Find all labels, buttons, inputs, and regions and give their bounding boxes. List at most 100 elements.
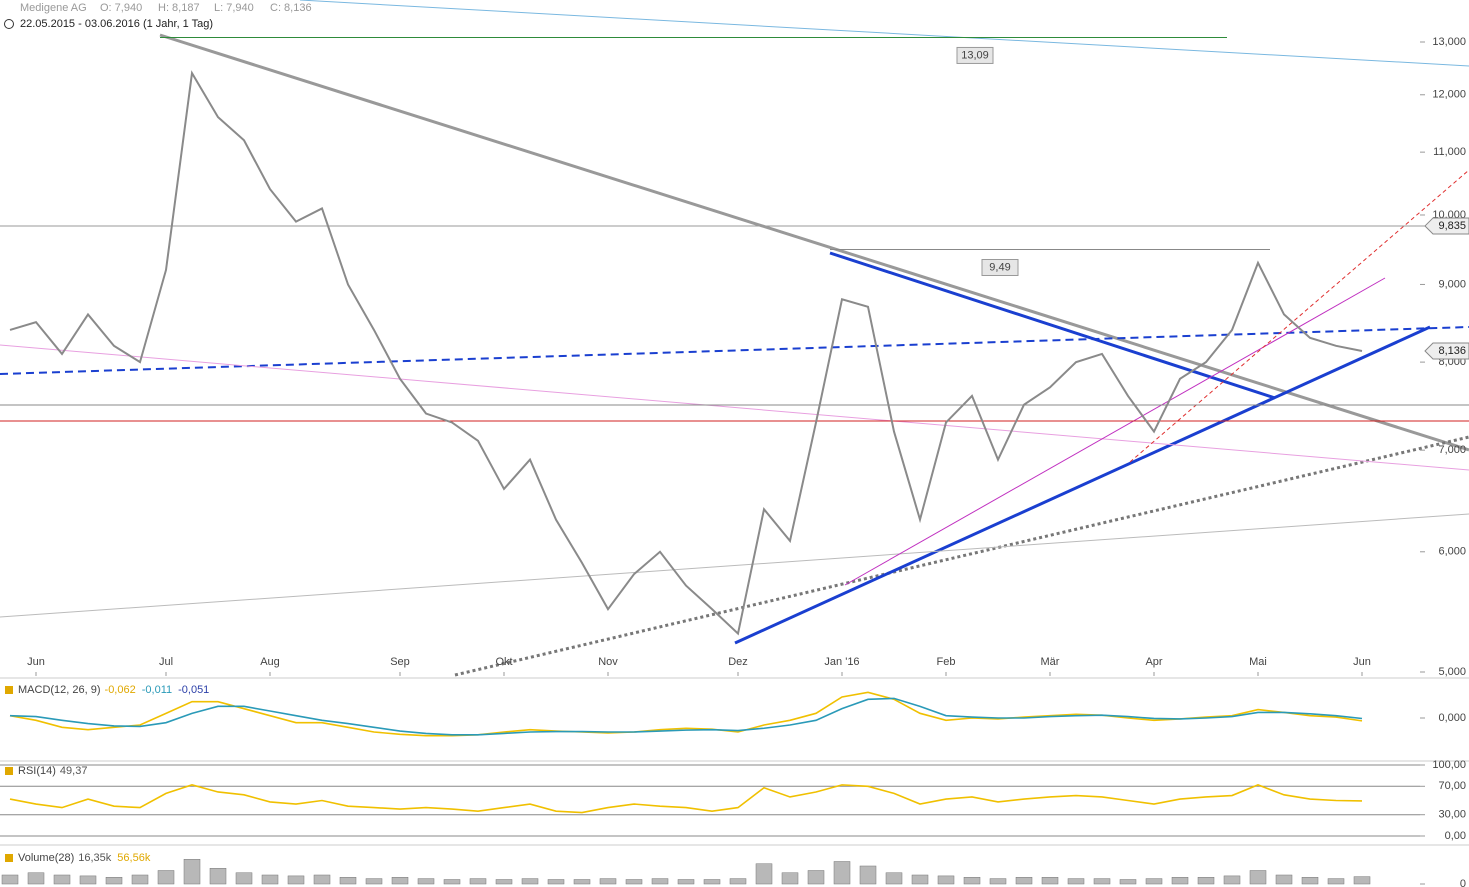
trend-line (159, 33, 1469, 452)
volume-bar (1067, 878, 1085, 885)
price-box (1424, 342, 1469, 360)
trend-line (299, 0, 1469, 67)
y-tick-label: 11,000 (1433, 146, 1466, 158)
legend-swatch (5, 854, 13, 862)
level-box (956, 46, 994, 64)
volume-bar (183, 859, 201, 885)
volume-bar (157, 870, 175, 885)
volume-bar (1223, 875, 1241, 885)
volume-bar (27, 872, 45, 885)
volume-bar (1093, 878, 1111, 885)
volume-bar (495, 879, 513, 885)
drawings (0, 0, 1469, 846)
x-tick-label: Jun (1353, 656, 1371, 668)
volume-bar (885, 872, 903, 885)
y-tick-label: 100,00 (1432, 759, 1466, 771)
volume-bar (339, 877, 357, 885)
y-tick-label: 13,000 (1432, 36, 1466, 48)
volume-bar (53, 874, 71, 885)
volume-bar (1145, 878, 1163, 885)
x-tick-label: Apr (1145, 656, 1162, 668)
volume-bar (391, 877, 409, 885)
trend-line (0, 513, 1469, 618)
volume-bar (1171, 877, 1189, 885)
volume-bar (677, 879, 695, 885)
x-tick-label: Mär (1041, 656, 1060, 668)
volume-bar (729, 878, 747, 885)
volume-bar (417, 878, 435, 885)
date-range: 22.05.2015 - 03.06.2016 (1 Jahr, 1 Tag) (20, 18, 213, 30)
y-tick-label: 6,000 (1438, 546, 1466, 558)
level-label: 9,49 (989, 261, 1010, 273)
volume-bar (469, 878, 487, 885)
x-tick-label: Aug (260, 656, 280, 668)
readout: -0,062 (105, 684, 136, 696)
y-tick-label: 70,00 (1438, 780, 1466, 792)
price-box (1424, 217, 1469, 235)
x-tick-label: Jul (159, 656, 173, 668)
data-line (9, 784, 1363, 814)
panel-title: Volume(28) (18, 852, 74, 864)
x-tick-label: Nov (598, 656, 618, 668)
y-tick-label: 12,000 (1432, 89, 1466, 101)
readout: 16,35k (78, 852, 112, 864)
trend-line (0, 344, 1469, 471)
trend-line (829, 251, 1276, 400)
volume-bar (1249, 870, 1267, 885)
open: O: 7,940 (100, 2, 142, 14)
volume-bar (1119, 879, 1137, 885)
x-tick-label: Jan '16 (824, 656, 859, 668)
readout: 49,37 (60, 765, 88, 777)
readout: 56,56k (117, 852, 151, 864)
volume-bar (1, 874, 19, 885)
level-box (981, 258, 1019, 276)
volume-bar (755, 863, 773, 885)
high: H: 8,187 (158, 2, 200, 14)
data-line (9, 70, 1363, 636)
panel-title: MACD(12, 26, 9) (18, 684, 101, 696)
volume-bar (833, 861, 851, 885)
volume-bar (859, 865, 877, 885)
close: C: 8,136 (270, 2, 312, 14)
volume-bar (625, 879, 643, 885)
volume-bar (365, 878, 383, 885)
volume-bar (937, 875, 955, 885)
price-label: 9,835 (1438, 220, 1466, 232)
volume-bar (989, 878, 1007, 885)
level-label: 13,09 (961, 49, 989, 61)
volume-bar (287, 875, 305, 885)
trend-line (844, 277, 1386, 586)
volume-bar (1197, 877, 1215, 885)
y-tick-label: 5,000 (1438, 666, 1466, 678)
clock-icon (4, 19, 14, 29)
x-tick-label: Sep (390, 656, 410, 668)
volume-bar (105, 877, 123, 885)
volume-bar (131, 874, 149, 885)
volume-bar (1353, 876, 1371, 885)
readout: -0,051 (178, 684, 209, 696)
x-tick-label: Feb (937, 656, 956, 668)
volume-bar (521, 878, 539, 885)
x-tick-label: Dez (728, 656, 748, 668)
legend-swatch (5, 686, 13, 694)
symbol: Medigene AG (20, 2, 87, 14)
volume-bar (443, 879, 461, 885)
y-tick-label: 0,000 (1438, 712, 1466, 724)
readout: -0,011 (142, 684, 172, 696)
price-label: 8,136 (1438, 345, 1466, 357)
volume-bar (1301, 877, 1319, 885)
x-tick-label: Jun (27, 656, 45, 668)
y-tick-label: 7,000 (1438, 444, 1466, 456)
volume-bar (1275, 874, 1293, 885)
volume-bar (547, 879, 565, 885)
low: L: 7,940 (214, 2, 254, 14)
volume-bar (1041, 877, 1059, 885)
trend-line (1129, 169, 1469, 463)
volume-bar (209, 868, 227, 885)
volume-bar (703, 879, 721, 885)
volume-bar (261, 874, 279, 885)
y-tick-label: 30,00 (1438, 809, 1466, 821)
volume-bar (807, 870, 825, 885)
